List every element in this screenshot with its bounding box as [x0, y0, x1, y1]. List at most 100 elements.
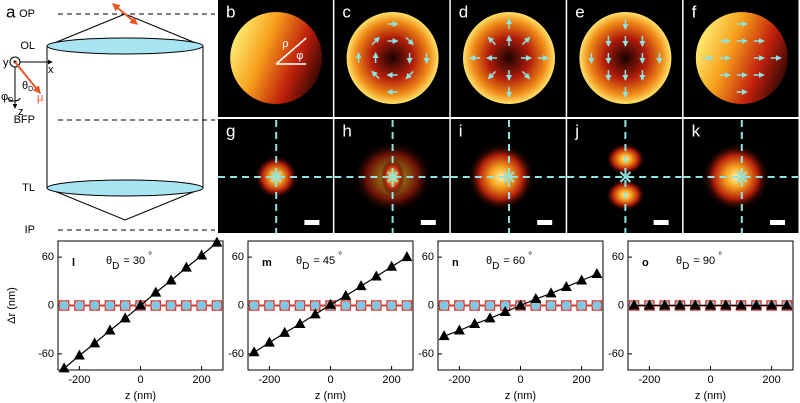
triangle-marker	[135, 299, 146, 310]
panel-label: g	[226, 121, 235, 140]
circle-marker	[561, 301, 571, 310]
dipole-label: μ	[37, 92, 43, 104]
x-axis-label: z (nm)	[695, 390, 726, 402]
symbol: θ	[22, 80, 28, 92]
axis-label: y	[3, 57, 9, 69]
triangle-marker	[73, 349, 85, 360]
title-subscript: D	[302, 261, 309, 272]
pupil-intensity	[695, 12, 788, 104]
y-tick-label: -60	[38, 348, 54, 360]
field-arrow	[521, 70, 531, 80]
panel-label: m	[262, 257, 272, 269]
triangle-marker	[263, 336, 275, 347]
circle-marker	[166, 301, 176, 310]
schematic: a OP OL BFP TL IP x y z θD φD μ	[1, 2, 215, 236]
x-tick-label: 200	[762, 374, 780, 386]
triangle-marker	[705, 299, 716, 310]
title-text: = 90	[693, 255, 715, 267]
title-superscript: °	[148, 251, 152, 262]
triangle-marker	[150, 286, 162, 297]
triangle-marker	[386, 260, 398, 271]
y-tick-label: 60	[232, 251, 244, 263]
panel-label: a	[6, 2, 16, 21]
plane-label: OP	[19, 8, 35, 20]
center-cross	[503, 171, 515, 183]
x-axis-label: z (nm)	[505, 390, 536, 402]
phi-label: φD	[1, 91, 13, 104]
field-arrow	[521, 36, 531, 46]
axis-label: z	[18, 106, 24, 118]
triangle-marker	[165, 274, 177, 285]
phi-arc	[7, 97, 21, 102]
title-subscript: D	[112, 261, 119, 272]
triangle-marker	[309, 308, 321, 319]
circle-marker	[546, 301, 556, 310]
circle-marker	[470, 301, 480, 310]
triangle-marker	[484, 312, 496, 323]
title-superscript: °	[718, 251, 722, 262]
title-symbol: θ	[296, 255, 302, 267]
scale-bar	[537, 220, 553, 225]
triangle-marker	[591, 268, 603, 279]
plane-label: OL	[20, 40, 35, 52]
circle-marker	[500, 301, 510, 310]
x-tick-label: 200	[192, 374, 210, 386]
triangle-marker	[196, 249, 208, 260]
y-tick-label: 0	[618, 299, 624, 311]
pupil-intensity	[230, 12, 323, 104]
circle-marker	[310, 301, 320, 310]
panel-label: d	[459, 2, 468, 21]
circle-marker	[295, 301, 305, 310]
triangle-marker	[545, 287, 557, 298]
circle-marker	[280, 301, 290, 310]
triangle-marker	[469, 318, 481, 329]
circle-marker	[439, 301, 449, 310]
circle-marker	[356, 301, 366, 310]
circle-marker	[181, 301, 191, 310]
title-text: = 30	[123, 255, 145, 267]
field-arrow	[487, 36, 497, 46]
y-tick-label: -60	[608, 348, 624, 360]
axis-label: x	[48, 64, 54, 76]
center-cross	[270, 171, 282, 183]
panel-label: k	[692, 121, 701, 140]
x-tick-label: 0	[707, 374, 713, 386]
x-tick-label: 200	[382, 374, 400, 386]
triangle-marker	[499, 305, 511, 316]
circle-marker	[341, 301, 351, 310]
triangle-marker	[119, 312, 131, 323]
pupil-intensity	[346, 12, 439, 104]
tube-lens	[46, 179, 204, 197]
triangle-marker	[750, 299, 762, 310]
triangle-marker	[643, 299, 655, 310]
chart-title: θD = 90 °	[676, 251, 722, 272]
plane-lines	[58, 13, 215, 231]
x-tick-label: 200	[572, 374, 590, 386]
triangle-marker	[211, 236, 223, 247]
triangle-marker	[453, 324, 465, 335]
panel-label: n	[452, 257, 459, 269]
field-arrow	[405, 36, 414, 46]
triangle-marker	[576, 274, 588, 285]
triangle-marker	[689, 299, 701, 310]
x-tick-label: 0	[517, 374, 523, 386]
circle-marker	[454, 301, 464, 310]
triangle-marker	[279, 326, 291, 337]
pupil-intensity	[579, 12, 672, 104]
circle-marker	[402, 301, 412, 310]
triangle-marker	[104, 324, 116, 335]
symbol: φ	[1, 91, 8, 103]
triangle-marker	[659, 299, 671, 310]
pupil-intensity	[463, 12, 555, 104]
circle-marker	[592, 301, 602, 310]
panel-label: e	[575, 2, 584, 21]
y-tick-label: 60	[612, 251, 624, 263]
triangle-marker	[560, 280, 572, 291]
x-tick-label: -200	[68, 374, 90, 386]
plane-label: IP	[25, 224, 35, 236]
plane-label: TL	[22, 182, 35, 194]
triangle-marker	[370, 270, 382, 281]
triangle-marker	[438, 330, 450, 341]
field-arrow	[405, 70, 414, 80]
